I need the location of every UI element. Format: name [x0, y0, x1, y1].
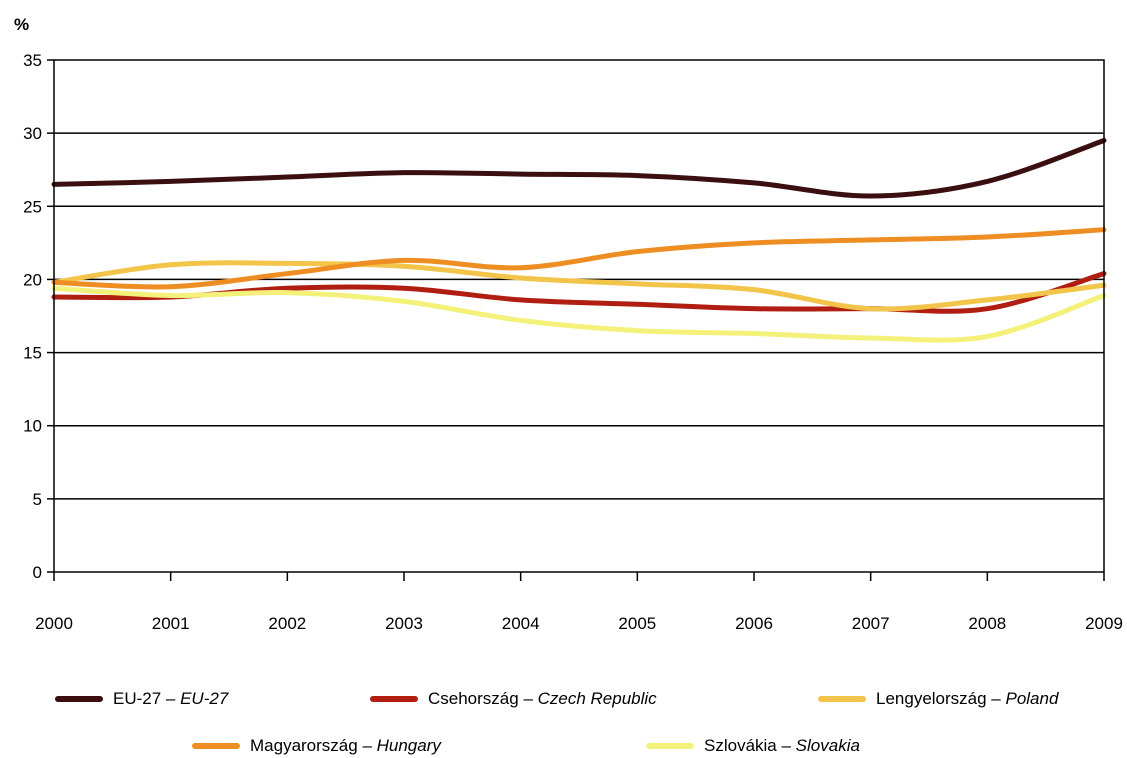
- series-line-slovakia: [51, 285, 1107, 343]
- y-tick-label: 25: [23, 197, 42, 216]
- x-tick-label: 2001: [152, 614, 190, 633]
- x-tick-label: 2006: [735, 614, 773, 633]
- series-line-poland: [51, 260, 1107, 312]
- x-tick-label: 2003: [385, 614, 423, 633]
- x-tick-label: 2002: [268, 614, 306, 633]
- series-lines: [51, 137, 1107, 343]
- y-tick-label: 5: [33, 490, 42, 509]
- x-tick-label: 2000: [35, 614, 73, 633]
- x-tick-label: 2005: [618, 614, 656, 633]
- x-axis-ticks: 2000 2001 2002 2003 2004 2005 2006 2007 2008 2009: [35, 572, 1123, 633]
- series-line-eu-27: [51, 137, 1107, 199]
- y-axis-ticks: 0 5 10 15 20 25 30 35: [23, 51, 54, 582]
- y-tick-label: 10: [23, 417, 42, 436]
- y-tick-label: 35: [23, 51, 42, 70]
- y-tick-label: 0: [33, 563, 42, 582]
- y-unit-label: %: [14, 15, 29, 34]
- x-tick-label: 2009: [1085, 614, 1123, 633]
- x-tick-label: 2004: [502, 614, 540, 633]
- y-tick-label: 30: [23, 124, 42, 143]
- y-tick-label: 15: [23, 344, 42, 363]
- x-tick-label: 2008: [968, 614, 1006, 633]
- y-tick-label: 20: [23, 270, 42, 289]
- x-tick-label: 2007: [852, 614, 890, 633]
- series-line-hungary: [51, 227, 1107, 290]
- plot-frame: [53, 59, 1105, 573]
